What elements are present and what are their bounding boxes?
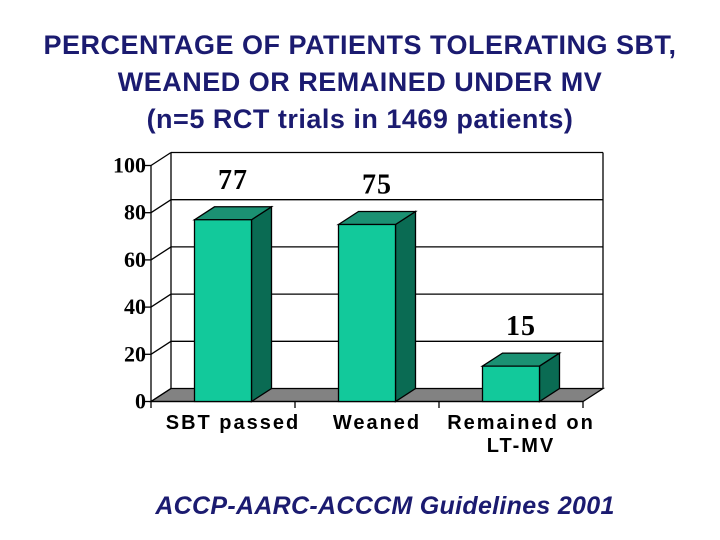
y-axis-tick-label: 100 [113, 153, 146, 178]
depth-line [150, 246, 172, 261]
bar-side-face [250, 205, 273, 403]
slide-title-line-2: WEANED OR REMAINED UNDER MV [117, 67, 603, 97]
depth-line [150, 293, 172, 308]
bar-value-label: 77 [218, 165, 248, 196]
y-axis-tick-label: 0 [135, 389, 146, 414]
depth-line [150, 340, 172, 355]
depth-line [150, 151, 172, 167]
category-label: Remained on [447, 412, 595, 434]
y-axis-tick-label: 80 [124, 200, 146, 225]
bar-value-label: 15 [506, 311, 536, 342]
slide-title-line-1: PERCENTAGE OF PATIENTS TOLERATING SBT, [43, 30, 677, 60]
category-label: LT-MV [487, 435, 556, 457]
y-axis-tick-label: 40 [124, 294, 146, 319]
depth-line [150, 199, 172, 214]
category-label: SBT passed [166, 412, 300, 434]
source-caption: ACCP-AARC-ACCCM Guidelines 2001 [155, 492, 615, 520]
slide-title: PERCENTAGE OF PATIENTS TOLERATING SBT, W… [0, 27, 720, 138]
bar-value-label: 75 [362, 170, 392, 201]
depth-line [150, 387, 172, 403]
bar-front-face [193, 219, 253, 403]
y-axis-tick-label: 20 [124, 341, 146, 366]
bar-front-face [337, 223, 397, 403]
bar-side-face [394, 210, 417, 403]
category-label: Weaned [333, 412, 421, 434]
bar-front-face [481, 365, 541, 403]
slide-title-line-3: (n=5 RCT trials in 1469 patients) [146, 104, 574, 134]
y-axis-tick-label: 60 [124, 247, 146, 272]
